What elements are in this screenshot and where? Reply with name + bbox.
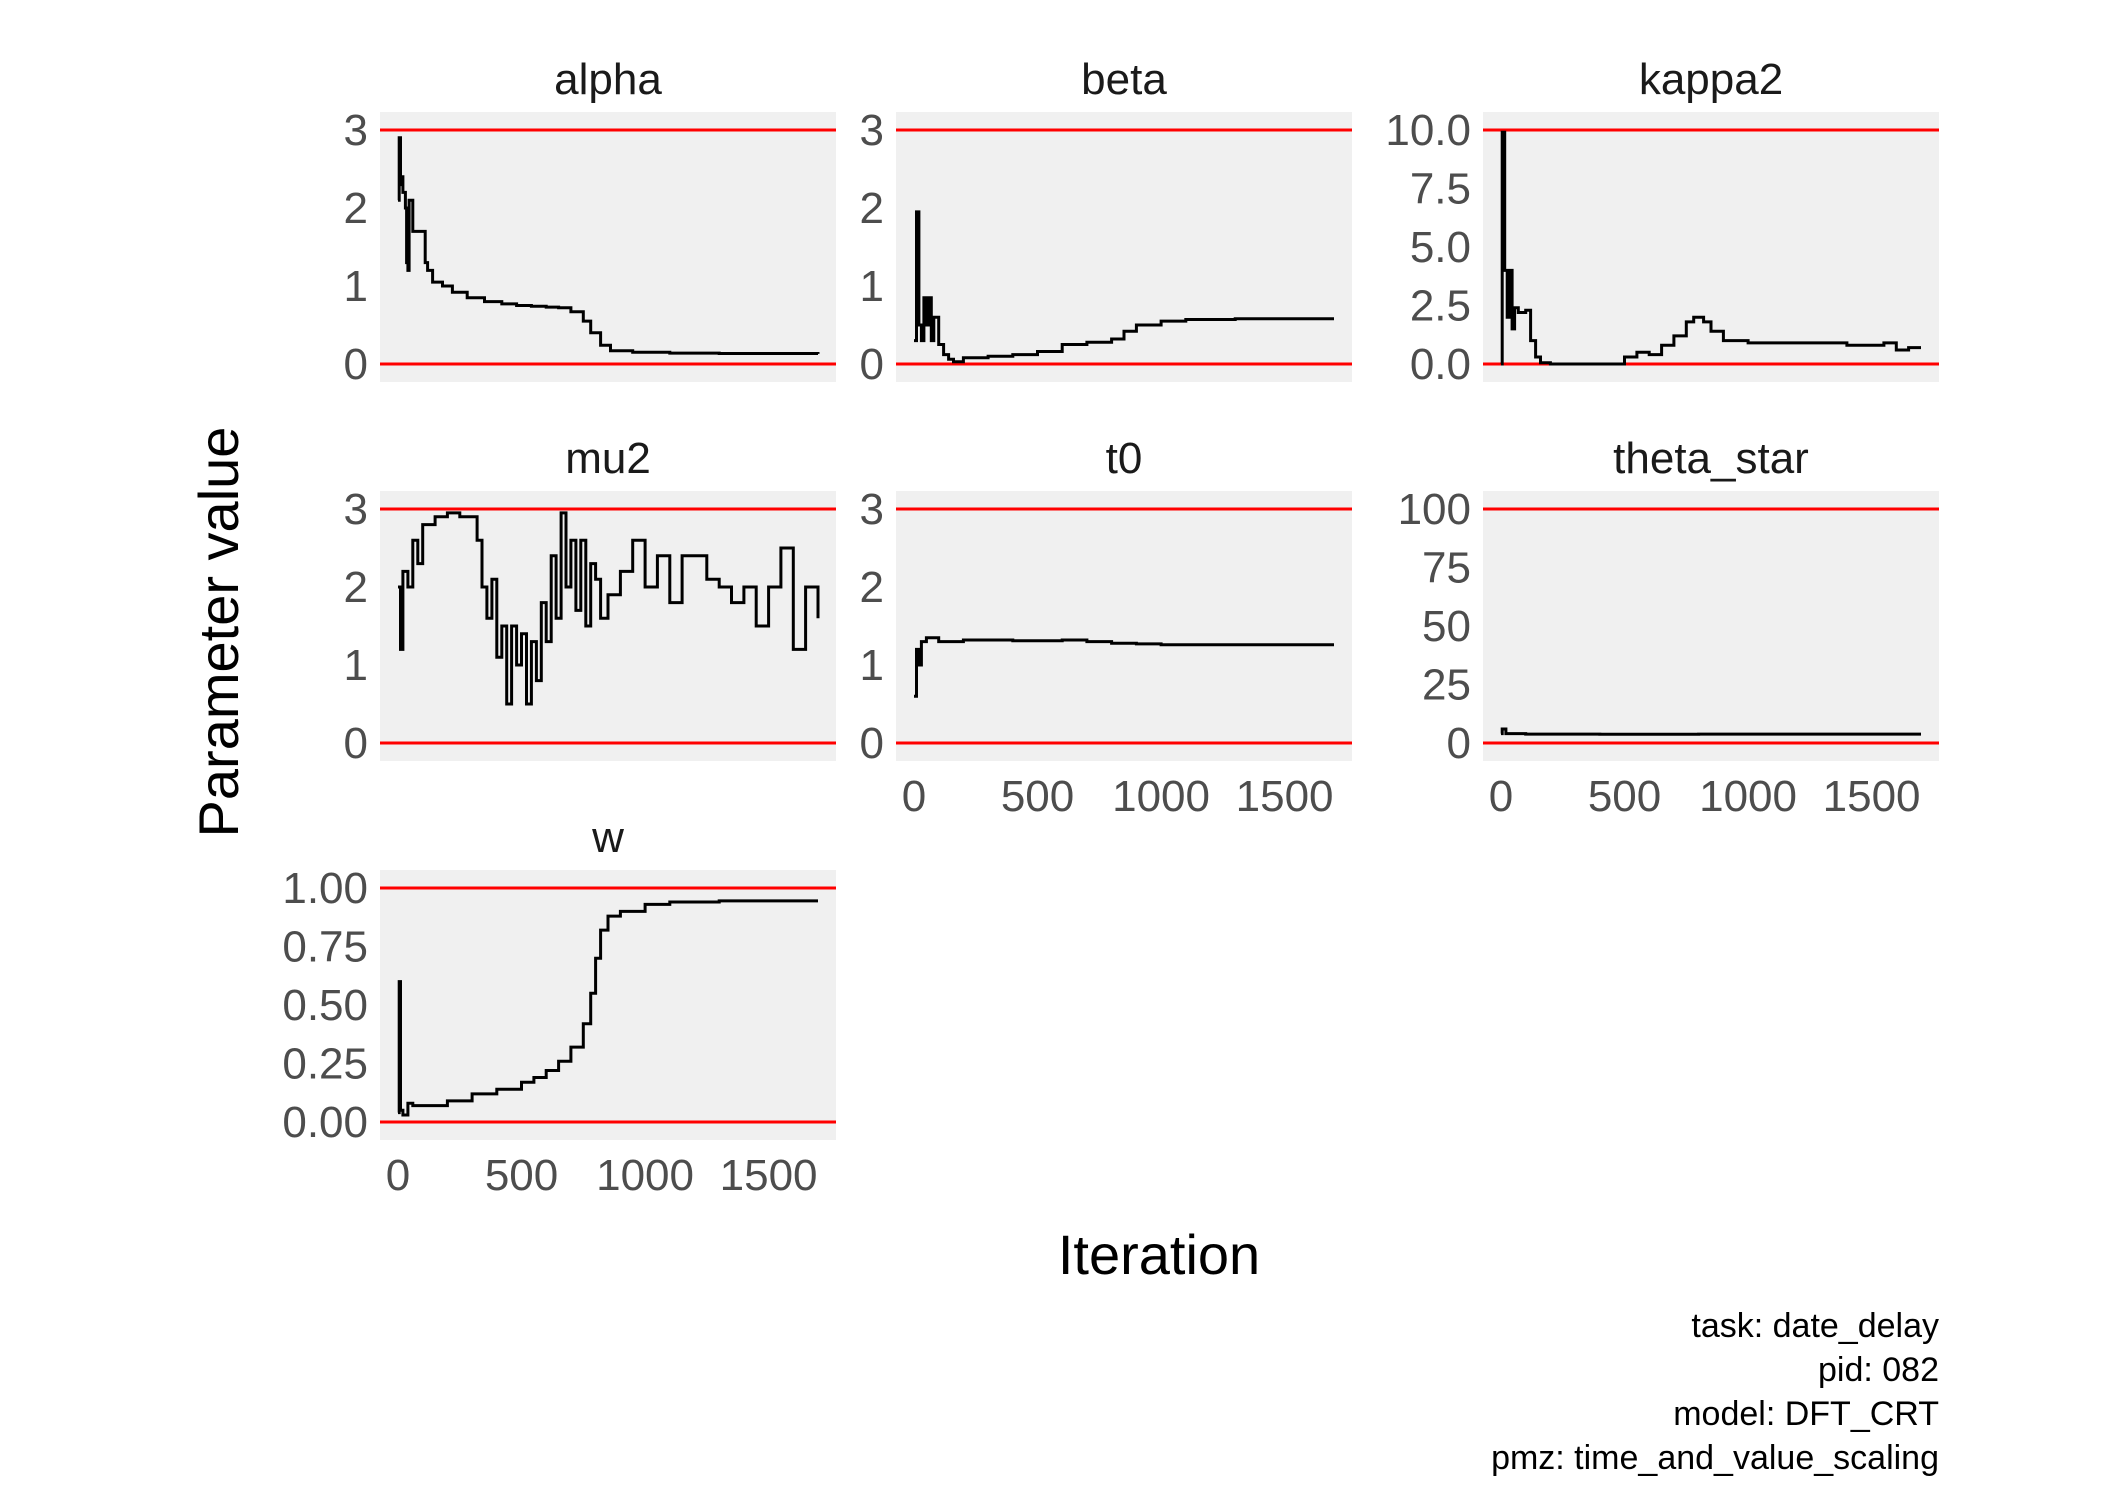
y-tick-label: 0 bbox=[344, 719, 368, 768]
panel-kappa2: kappa2 0.0 2.5 5.0 7.5 10.0 bbox=[1385, 55, 1939, 389]
y-tick-label: 0.50 bbox=[282, 981, 368, 1030]
panel-beta: beta 0 1 2 3 bbox=[860, 55, 1352, 389]
panel-background bbox=[1483, 491, 1939, 761]
y-tick-label: 75 bbox=[1422, 544, 1471, 593]
y-tick-label: 3 bbox=[344, 106, 368, 155]
trace-line bbox=[397, 899, 818, 1117]
y-tick-label: 2 bbox=[860, 563, 884, 612]
y-tick-label: 0 bbox=[860, 719, 884, 768]
x-tick-label: 1500 bbox=[720, 1151, 818, 1200]
x-tick-label: 1000 bbox=[596, 1151, 694, 1200]
y-tick-label: 0 bbox=[344, 340, 368, 389]
y-tick-label: 7.5 bbox=[1410, 165, 1471, 214]
y-tick-label: 2 bbox=[344, 563, 368, 612]
x-tick-label: 1000 bbox=[1699, 772, 1797, 821]
y-tick-label: 0.25 bbox=[282, 1040, 368, 1089]
y-tick-label: 0.75 bbox=[282, 923, 368, 972]
caption-line: model: DFT_CRT bbox=[1673, 1395, 1939, 1433]
panel-background bbox=[1483, 112, 1939, 382]
y-tick-label: 100 bbox=[1398, 485, 1471, 534]
trace-line bbox=[914, 210, 1334, 364]
y-tick-label: 1 bbox=[344, 641, 368, 690]
panel-background bbox=[380, 112, 836, 382]
y-tick-label: 50 bbox=[1422, 602, 1471, 651]
x-tick-label: 0 bbox=[902, 772, 926, 821]
x-tick-label: 500 bbox=[485, 1151, 558, 1200]
y-tick-label: 1 bbox=[860, 641, 884, 690]
y-tick-label: 3 bbox=[860, 106, 884, 155]
trace-line bbox=[914, 636, 1334, 698]
trace-line bbox=[1500, 727, 1921, 736]
y-tick-label: 1.00 bbox=[282, 864, 368, 913]
panel-title: beta bbox=[1081, 55, 1167, 104]
y-tick-label: 3 bbox=[860, 485, 884, 534]
panel-title: theta_star bbox=[1613, 434, 1809, 483]
y-tick-label: 25 bbox=[1422, 661, 1471, 710]
panel-title: t0 bbox=[1106, 434, 1143, 483]
caption: task: date_delay pid: 082 model: DFT_CRTpm… bbox=[1491, 1307, 1939, 1477]
trace-line bbox=[397, 136, 820, 355]
y-axis-title: Parameter value bbox=[187, 427, 250, 838]
y-tick-label: 0 bbox=[860, 340, 884, 389]
y-tick-label: 0.0 bbox=[1410, 340, 1471, 389]
panel-title: w bbox=[591, 813, 624, 862]
x-tick-label: 1000 bbox=[1112, 772, 1210, 821]
panel-background bbox=[896, 491, 1352, 761]
panel-background bbox=[896, 112, 1352, 382]
y-tick-label: 10.0 bbox=[1385, 106, 1471, 155]
y-tick-label: 2 bbox=[344, 184, 368, 233]
facet-panels: alpha 0 1 2 3 beta 0 1 2 3 kappa2 0.0 2.5 5.0 7.5 10.0 m… bbox=[282, 55, 1939, 1200]
trace-line bbox=[1500, 130, 1921, 366]
panel-title: kappa2 bbox=[1639, 55, 1783, 104]
x-tick-label: 1500 bbox=[1236, 772, 1334, 821]
x-tick-label: 0 bbox=[386, 1151, 410, 1200]
y-tick-label: 0.00 bbox=[282, 1098, 368, 1147]
x-tick-label: 500 bbox=[1588, 772, 1661, 821]
y-tick-label: 0 bbox=[1447, 719, 1471, 768]
y-tick-label: 3 bbox=[344, 485, 368, 534]
y-tick-label: 1 bbox=[344, 262, 368, 311]
panel-mu2: mu2 0 1 2 3 bbox=[344, 434, 836, 768]
panel-title: alpha bbox=[554, 55, 662, 104]
x-tick-label: 500 bbox=[1001, 772, 1074, 821]
caption-line: task: date_delay bbox=[1691, 1307, 1939, 1345]
y-tick-label: 1 bbox=[860, 262, 884, 311]
x-tick-label: 0 bbox=[1489, 772, 1513, 821]
x-axis-title: Iteration bbox=[1058, 1223, 1260, 1286]
panel-alpha: alpha 0 1 2 3 bbox=[344, 55, 836, 389]
panel-t0: t0 0 1 2 3 0 500 1000 1500 bbox=[860, 434, 1352, 821]
y-tick-label: 5.0 bbox=[1410, 223, 1471, 272]
caption-line: pid: 082 bbox=[1818, 1351, 1939, 1389]
trace-line bbox=[398, 511, 820, 706]
caption-line: pmz: time_and_value_scaling bbox=[1491, 1439, 1939, 1477]
y-tick-label: 2.5 bbox=[1410, 282, 1471, 331]
y-tick-label: 2 bbox=[860, 184, 884, 233]
x-tick-label: 1500 bbox=[1823, 772, 1921, 821]
panel-w: w 0.00 0.25 0.50 0.75 1.00 0 500 1000 1500 bbox=[282, 813, 836, 1200]
panel-title: mu2 bbox=[565, 434, 651, 483]
